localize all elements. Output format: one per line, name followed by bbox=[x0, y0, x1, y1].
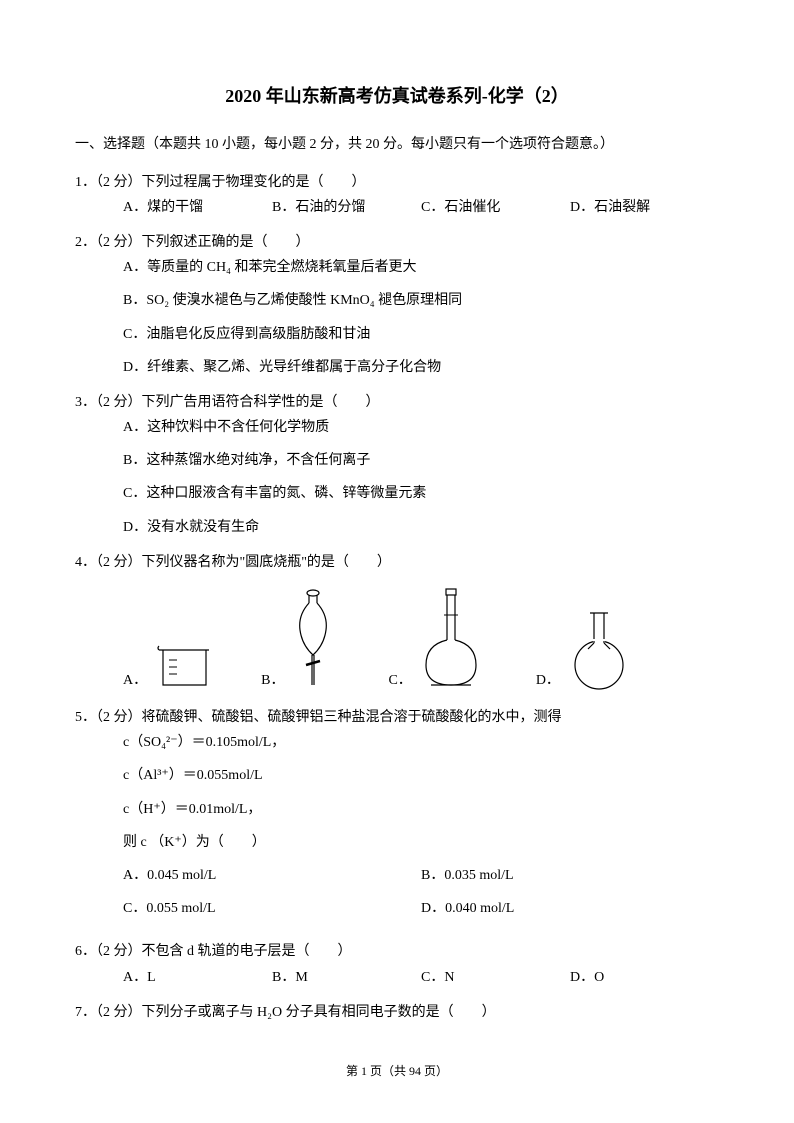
question-6: 6．（2 分）不包含 d 轨道的电子层是（ ） A．L B．M C．N D．O bbox=[75, 939, 719, 989]
q5-opt-d: D．0.040 mol/L bbox=[421, 896, 719, 921]
question-2: 2．（2 分）下列叙述正确的是（ ） A．等质量的 CH₄ 和苯完全燃烧耗氧量后… bbox=[75, 230, 719, 380]
q6-stem: 6．（2 分）不包含 d 轨道的电子层是（ ） bbox=[75, 939, 719, 964]
question-5: 5．（2 分）将硫酸钾、硫酸铝、硫酸钾铝三种盐混合溶于硫酸酸化的水中，测得 c（… bbox=[75, 705, 719, 929]
section-heading: 一、选择题（本题共 10 小题，每小题 2 分，共 20 分。每小题只有一个选项… bbox=[75, 132, 719, 157]
q1-opt-d: D．石油裂解 bbox=[570, 195, 719, 220]
q2-opt-b: B．SO₂ 使溴水褪色与乙烯使酸性 KMnO₄ 褪色原理相同 bbox=[123, 288, 719, 313]
q1-opt-a: A．煤的干馏 bbox=[123, 195, 272, 220]
q2-opt-d: D．纤维素、聚乙烯、光导纤维都属于高分子化合物 bbox=[123, 355, 719, 380]
round-bottom-flask-icon bbox=[564, 605, 634, 695]
q1-stem: 1．（2 分）下列过程属于物理变化的是（ ） bbox=[75, 170, 719, 195]
q5-line2: c（Al³⁺）＝0.055mol/L bbox=[75, 763, 719, 788]
q6-opt-a: A．L bbox=[123, 965, 272, 990]
q3-opt-b: B．这种蒸馏水绝对纯净，不含任何离子 bbox=[123, 448, 719, 473]
page-footer: 第 1 页（共 94 页） bbox=[0, 1061, 794, 1083]
q5-line1: c（SO₄²⁻）＝0.105mol/L， bbox=[75, 730, 719, 755]
q2-stem: 2．（2 分）下列叙述正确的是（ ） bbox=[75, 230, 719, 255]
q7-stem: 7．（2 分）下列分子或离子与 H₂O 分子具有相同电子数的是（ ） bbox=[75, 1000, 719, 1025]
page-title: 2020 年山东新高考仿真试卷系列-化学（2） bbox=[75, 80, 719, 112]
separating-funnel-icon bbox=[288, 585, 338, 695]
q4-opt-c-label: C． bbox=[388, 668, 411, 693]
q2-opt-c: C．油脂皂化反应得到高级脂肪酸和甘油 bbox=[123, 322, 719, 347]
question-7: 7．（2 分）下列分子或离子与 H₂O 分子具有相同电子数的是（ ） bbox=[75, 1000, 719, 1025]
q1-opt-c: C．石油催化 bbox=[421, 195, 570, 220]
q5-opt-a: A．0.045 mol/L bbox=[123, 863, 421, 888]
q5-opt-c: C．0.055 mol/L bbox=[123, 896, 421, 921]
q4-opt-b-label: B． bbox=[261, 668, 284, 693]
q6-opt-c: C．N bbox=[421, 965, 570, 990]
q3-opt-c: C．这种口服液含有丰富的氮、磷、锌等微量元素 bbox=[123, 481, 719, 506]
question-1: 1．（2 分）下列过程属于物理变化的是（ ） A．煤的干馏 B．石油的分馏 C．… bbox=[75, 170, 719, 220]
q3-stem: 3．（2 分）下列广告用语符合科学性的是（ ） bbox=[75, 390, 719, 415]
q5-line4: 则 c （K⁺）为（ ） bbox=[75, 830, 719, 855]
question-3: 3．（2 分）下列广告用语符合科学性的是（ ） A．这种饮料中不含任何化学物质 … bbox=[75, 390, 719, 540]
q4-opt-a-label: A． bbox=[123, 668, 147, 693]
q6-opt-d: D．O bbox=[570, 965, 719, 990]
q5-opt-b: B．0.035 mol/L bbox=[421, 863, 719, 888]
q3-opt-a: A．这种饮料中不含任何化学物质 bbox=[123, 415, 719, 440]
q1-opt-b: B．石油的分馏 bbox=[272, 195, 421, 220]
q3-opt-d: D．没有水就没有生命 bbox=[123, 515, 719, 540]
q5-stem: 5．（2 分）将硫酸钾、硫酸铝、硫酸钾铝三种盐混合溶于硫酸酸化的水中，测得 bbox=[75, 705, 719, 730]
volumetric-flask-icon bbox=[416, 585, 486, 695]
q6-opt-b: B．M bbox=[272, 965, 421, 990]
q5-line3: c（H⁺）＝0.01mol/L， bbox=[75, 797, 719, 822]
question-4: 4．（2 分）下列仪器名称为"圆底烧瓶"的是（ ） A． B． bbox=[75, 550, 719, 695]
q2-opt-a: A．等质量的 CH₄ 和苯完全燃烧耗氧量后者更大 bbox=[123, 255, 719, 280]
q4-opt-d-label: D． bbox=[536, 668, 560, 693]
beaker-icon bbox=[151, 625, 221, 695]
q4-stem: 4．（2 分）下列仪器名称为"圆底烧瓶"的是（ ） bbox=[75, 550, 719, 575]
